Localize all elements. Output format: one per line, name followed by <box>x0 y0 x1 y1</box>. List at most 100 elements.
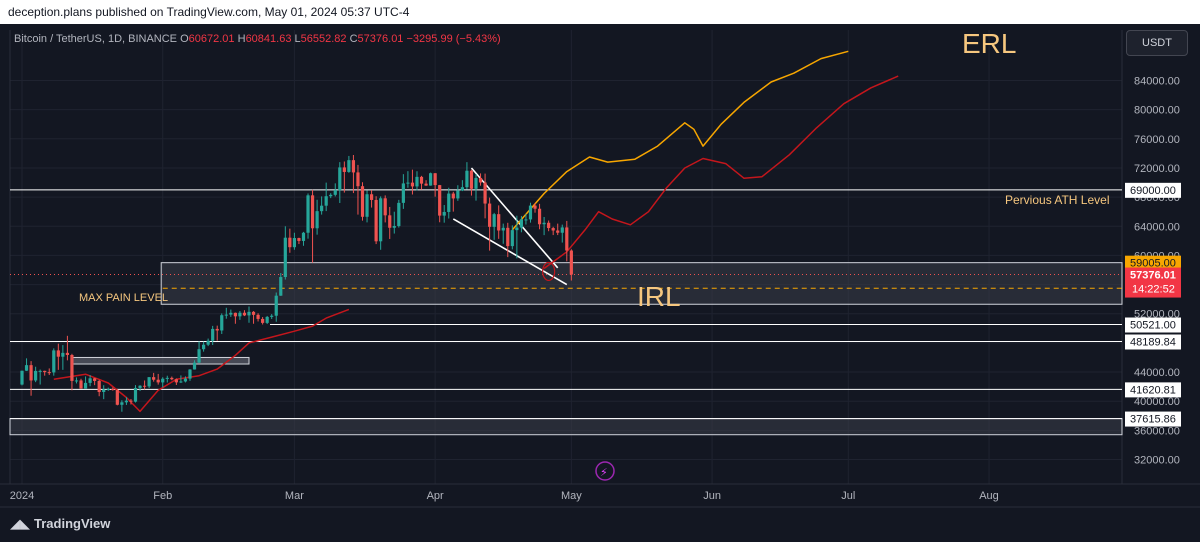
time-axis[interactable]: 2024 Feb Mar Apr May Jun Jul Aug ⚡ <box>0 461 1200 508</box>
candle-body <box>47 372 51 374</box>
currency-button[interactable]: USDT <box>1126 30 1188 56</box>
candle-body <box>147 377 151 387</box>
time-tick-label: Feb <box>153 490 172 502</box>
price-tick-label: 32000.00 <box>1134 455 1180 467</box>
candle-body <box>528 205 533 220</box>
price-axis[interactable]: 84000.0080000.0076000.0072000.0068000.00… <box>1123 24 1200 542</box>
level-price-label: 48189.84 <box>1130 337 1176 349</box>
candle-body <box>102 389 106 392</box>
candle-body <box>419 176 424 184</box>
candle-body <box>220 315 224 331</box>
level-price-tag <box>1125 334 1181 350</box>
price-tick-label: 40000.00 <box>1134 396 1180 408</box>
price-chart[interactable]: 84000.0080000.0076000.0072000.0068000.00… <box>0 24 1200 542</box>
level-price-tag <box>1125 182 1181 198</box>
candle-body <box>447 193 451 212</box>
candle-body <box>383 198 387 216</box>
zone-rect <box>160 262 1123 305</box>
candle-body <box>565 227 569 251</box>
candle-body <box>70 354 74 381</box>
candle-body <box>197 349 201 363</box>
candle-body <box>133 387 138 402</box>
zone-price-tag <box>1125 255 1181 271</box>
projection-path-orange[interactable] <box>511 50 849 231</box>
candle-body <box>519 219 523 228</box>
candle-body <box>152 377 156 380</box>
candle-body <box>224 314 228 316</box>
price-tick-label: 84000.00 <box>1134 76 1180 88</box>
candle-body <box>415 176 419 187</box>
candle-body <box>315 211 319 229</box>
last-price-tag <box>1125 267 1181 298</box>
horizontal-levels[interactable] <box>10 189 1122 420</box>
candle-body <box>429 173 433 186</box>
candle-body <box>74 380 79 382</box>
candle-body <box>111 389 115 391</box>
high-label: H <box>237 33 246 45</box>
time-tick-label: Jun <box>703 490 721 502</box>
candle-body <box>65 352 69 355</box>
candle-body <box>347 160 351 172</box>
candle-body <box>211 328 215 341</box>
candle-body <box>310 195 315 229</box>
level-price-tag <box>1125 317 1181 333</box>
candle-body <box>537 208 542 225</box>
candle-body <box>192 362 197 370</box>
candle-body <box>438 185 442 216</box>
candle-body <box>515 227 519 231</box>
time-tick-label: Aug <box>979 490 999 502</box>
candle-body <box>283 237 287 278</box>
tradingview-logo[interactable]: ◢◣ TradingView <box>10 516 110 532</box>
countdown-label: 14:22:52 <box>1132 284 1175 296</box>
lightning-glyph: ⚡ <box>600 466 608 479</box>
candle-body <box>433 173 437 186</box>
time-tick-label: May <box>561 490 582 502</box>
candle-body <box>270 315 274 317</box>
candle-body <box>474 177 478 189</box>
candle-body <box>20 370 24 385</box>
candle-body <box>547 222 551 229</box>
candle-body <box>174 379 178 383</box>
candle-body <box>456 190 460 199</box>
candle-body <box>510 230 514 247</box>
candle-body <box>274 295 278 316</box>
lightning-icon[interactable] <box>595 461 615 481</box>
trendline[interactable] <box>452 218 568 286</box>
symbol-legend: Bitcoin / TetherUS, 1D, BINANCE O60672.0… <box>14 33 501 45</box>
candle-body <box>497 214 501 231</box>
candle-body <box>542 222 546 225</box>
candles <box>20 155 573 412</box>
candle-body <box>569 250 573 275</box>
candle-body <box>442 211 446 216</box>
previous-ath-label: Pervious ATH Level <box>1005 193 1110 207</box>
candle-body <box>401 183 405 203</box>
candle-body <box>469 170 474 189</box>
high-value: 60841.63 <box>245 33 292 45</box>
candle-body <box>306 195 310 233</box>
candle-body <box>170 377 174 380</box>
time-tick-label: 2024 <box>10 490 34 502</box>
candle-body <box>478 177 483 183</box>
candle-body <box>292 238 296 248</box>
time-tick-label: Mar <box>285 490 304 502</box>
candle-body <box>451 193 455 199</box>
open-value: 60672.01 <box>188 33 235 45</box>
close-value: 57376.01 <box>357 33 404 45</box>
candle-body <box>492 214 496 227</box>
candle-body <box>333 190 337 195</box>
candle-body <box>29 365 33 381</box>
candle-body <box>338 167 342 191</box>
candle-body <box>142 385 147 387</box>
publisher-bar: deception.plans published on TradingView… <box>0 0 1200 24</box>
zone-price-label: 59005.00 <box>1130 258 1176 270</box>
zones <box>9 262 1123 436</box>
candle-body <box>124 400 129 403</box>
highlight-circle <box>542 261 556 282</box>
candle-body <box>229 312 233 315</box>
candle-body <box>265 316 269 323</box>
projection-path-red[interactable] <box>543 75 899 270</box>
candle-body <box>392 225 396 228</box>
level-price-label: 69000.00 <box>1130 185 1176 197</box>
candle-body <box>551 228 555 231</box>
tradingview-icon: ◢◣ <box>10 516 30 531</box>
